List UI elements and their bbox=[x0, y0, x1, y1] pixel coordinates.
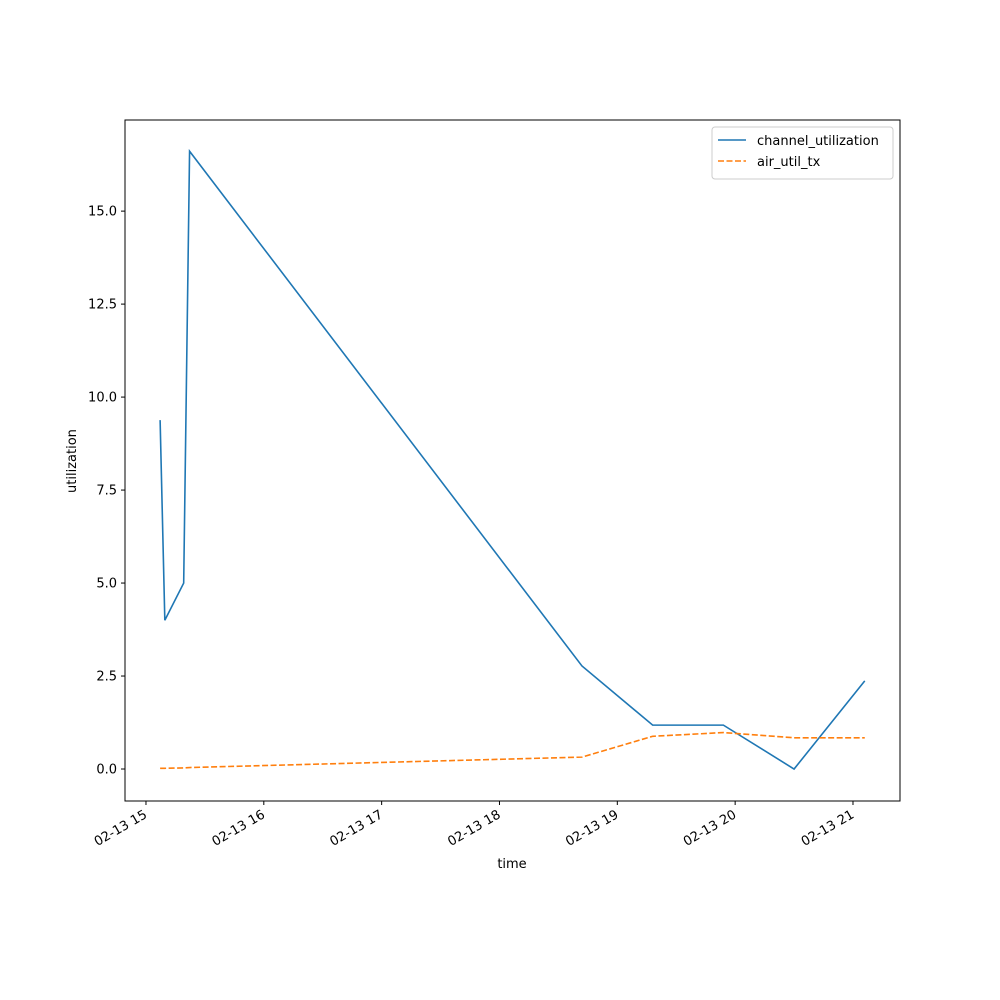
series-line bbox=[159, 148, 866, 771]
x-tick-label: 02-13 18 bbox=[445, 807, 503, 849]
y-tick-label: 12.5 bbox=[88, 298, 117, 313]
series-line bbox=[160, 731, 865, 770]
x-tick-label: 02-13 16 bbox=[210, 807, 268, 849]
legend-box bbox=[711, 126, 894, 180]
x-tick-label: 02-13 17 bbox=[328, 807, 386, 849]
y-tick-label: 2.5 bbox=[96, 670, 117, 685]
x-tick-label: 02-13 15 bbox=[92, 807, 150, 849]
y-axis-label: utilization bbox=[65, 429, 80, 493]
y-tick-label: 0.0 bbox=[96, 763, 117, 778]
y-tick-label: 7.5 bbox=[96, 484, 117, 499]
y-tick-label: 15.0 bbox=[88, 205, 117, 220]
x-tick-label: 02-13 21 bbox=[799, 807, 857, 849]
y-tick-label: 10.0 bbox=[88, 391, 117, 406]
plot-frame bbox=[124, 119, 901, 802]
y-tick-label: 5.0 bbox=[96, 577, 117, 592]
legend-label: channel_utilization bbox=[757, 134, 879, 149]
x-axis-label: time bbox=[497, 857, 526, 872]
x-tick-label: 02-13 20 bbox=[681, 807, 739, 849]
legend-label: air_util_tx bbox=[757, 155, 821, 170]
x-tick-label: 02-13 19 bbox=[563, 807, 621, 849]
